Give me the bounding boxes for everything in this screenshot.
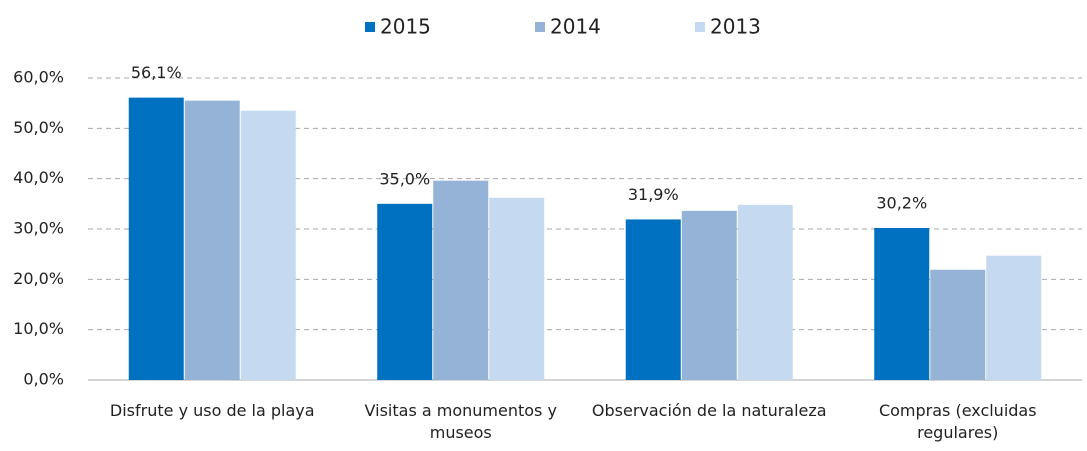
legend-swatch [535, 22, 545, 32]
bar [377, 203, 433, 380]
y-tick-label: 30,0% [13, 219, 64, 238]
x-tick-label: Compras (excluidas regulares) [878, 401, 1037, 442]
legend-label: 2015 [380, 15, 431, 39]
bar [874, 227, 930, 380]
y-tick-label: 20,0% [13, 269, 64, 288]
x-tick-label: Observación de la naturaleza [591, 401, 827, 420]
y-tick-label: 10,0% [13, 319, 64, 338]
bar [737, 204, 793, 380]
y-tick-label: 60,0% [13, 68, 64, 87]
y-tick-label: 50,0% [13, 118, 64, 137]
bar [433, 180, 489, 380]
bar [930, 269, 986, 380]
legend-label: 2013 [710, 15, 761, 39]
legend-swatch [365, 22, 375, 32]
bar [986, 255, 1042, 380]
bar [625, 219, 681, 380]
bar [184, 100, 240, 381]
y-tick-label: 0,0% [23, 370, 64, 389]
bar [240, 110, 296, 380]
y-tick-label: 40,0% [13, 168, 64, 187]
x-tick-label: Disfrute y uso de la playa [109, 401, 315, 420]
data-label: 35,0% [379, 169, 430, 188]
legend-label: 2014 [550, 15, 601, 39]
legend-swatch [695, 22, 705, 32]
data-label: 30,2% [876, 193, 927, 212]
bar [681, 210, 737, 380]
x-tick-label: Visitas a monumentos y museos [364, 401, 557, 442]
bar [489, 197, 545, 380]
data-label: 56,1% [131, 63, 182, 82]
bar [128, 97, 184, 380]
data-label: 31,9% [628, 185, 679, 204]
